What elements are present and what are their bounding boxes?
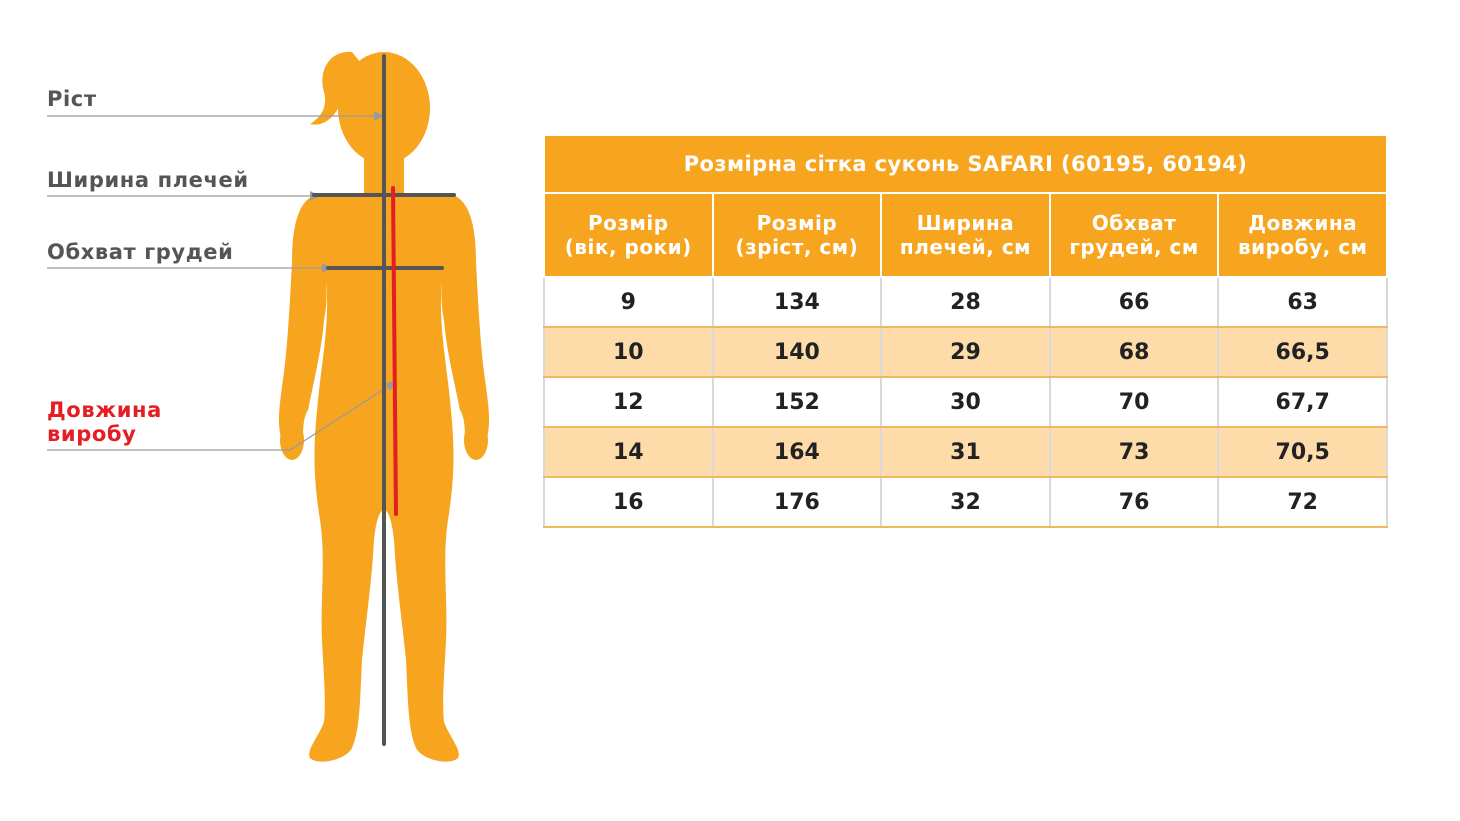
table-cell: 29 (880, 326, 1051, 378)
table-cell: 67,7 (1217, 376, 1388, 428)
garment-length-label: Довжина виробу (47, 398, 162, 446)
table-cell: 176 (711, 476, 883, 528)
garment-length-label-line1: Довжина (47, 398, 162, 422)
table-cell: 30 (880, 376, 1051, 428)
garment-length-label-line2: виробу (47, 422, 137, 446)
column-header-garment-length: Довжина виробу, см (1217, 192, 1388, 278)
table-cell: 32 (880, 476, 1051, 528)
table-cell: 68 (1048, 326, 1220, 378)
size-chart-table: Розмірна сітка суконь SAFARI (60195, 601… (543, 134, 1388, 528)
table-cell: 72 (1217, 476, 1388, 528)
table-cell: 63 (1217, 276, 1388, 328)
table-cell: 12 (543, 376, 714, 428)
table-cell: 164 (711, 426, 883, 478)
table-cell: 152 (711, 376, 883, 428)
table-cell: 70,5 (1217, 426, 1388, 478)
table-row: 16 176 32 76 72 (543, 476, 1388, 528)
chest-girth-label: Обхват грудей (47, 240, 234, 264)
length-line (391, 186, 398, 516)
table-cell: 70 (1048, 376, 1220, 428)
table-cell: 134 (711, 276, 883, 328)
table-cell: 31 (880, 426, 1051, 478)
column-header-shoulder-width: Ширина плечей, см (880, 192, 1051, 278)
height-label: Ріст (47, 87, 97, 111)
column-header-chest-girth: Обхват грудей, см (1048, 192, 1220, 278)
table-row: 12 152 30 70 67,7 (543, 376, 1388, 428)
table-row: 10 140 29 68 66,5 (543, 326, 1388, 378)
table-cell: 140 (711, 326, 883, 378)
table-title-row: Розмірна сітка суконь SAFARI (60195, 601… (543, 134, 1388, 194)
table-cell: 66,5 (1217, 326, 1388, 378)
table-cell: 9 (543, 276, 714, 328)
column-header-height-size: Розмір (зріст, см) (711, 192, 883, 278)
table-cell: 73 (1048, 426, 1220, 478)
table-row: 9 134 28 66 63 (543, 276, 1388, 328)
table-cell: 14 (543, 426, 714, 478)
column-header-age-size: Розмір (вік, роки) (543, 192, 714, 278)
table-cell: 10 (543, 326, 714, 378)
table-cell: 76 (1048, 476, 1220, 528)
table-cell: 66 (1048, 276, 1220, 328)
table-title: Розмірна сітка суконь SAFARI (60195, 601… (543, 134, 1388, 194)
table-header-row: Розмір (вік, роки) Розмір (зріст, см) Шири… (543, 192, 1388, 278)
shoulder-width-label: Ширина плечей (47, 168, 249, 192)
body-figure-diagram: Ріст Ширина плечей Обхват грудей Довжина… (0, 0, 540, 821)
table-cell: 16 (543, 476, 714, 528)
girl-silhouette (47, 51, 490, 762)
table-cell: 28 (880, 276, 1051, 328)
table-row: 14 164 31 73 70,5 (543, 426, 1388, 478)
